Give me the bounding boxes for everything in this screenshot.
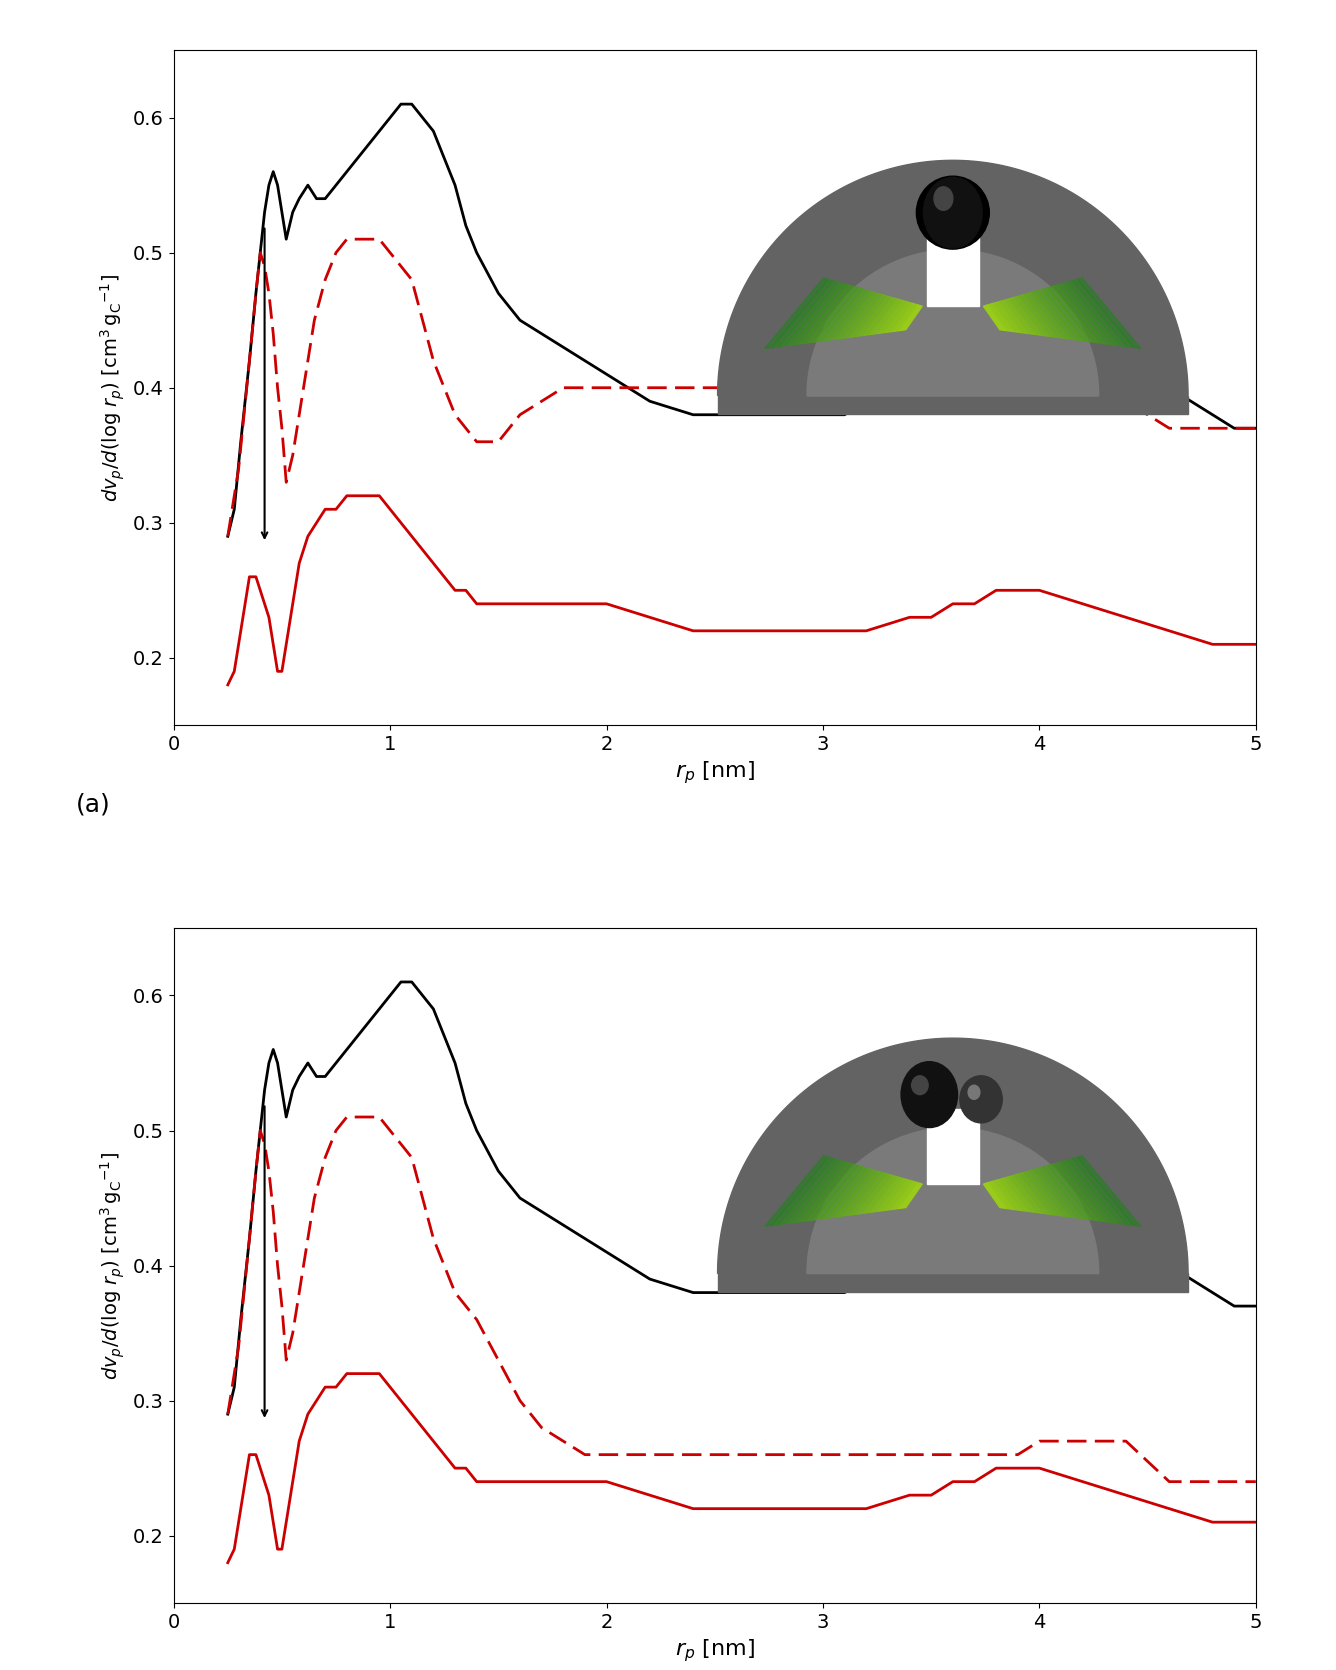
Y-axis label: $dv_p/d(\log\,r_p)$ $[\mathrm{cm}^3\,\mathrm{g_C}^{-1}]$: $dv_p/d(\log\,r_p)$ $[\mathrm{cm}^3\,\ma… <box>99 274 127 501</box>
Text: (a): (a) <box>76 793 111 817</box>
X-axis label: $r_p$ [nm]: $r_p$ [nm] <box>675 1638 755 1665</box>
X-axis label: $r_p$ [nm]: $r_p$ [nm] <box>675 760 755 787</box>
Y-axis label: $dv_p/d(\log\,r_p)$ $[\mathrm{cm}^3\,\mathrm{g_C}^{-1}]$: $dv_p/d(\log\,r_p)$ $[\mathrm{cm}^3\,\ma… <box>99 1152 127 1379</box>
